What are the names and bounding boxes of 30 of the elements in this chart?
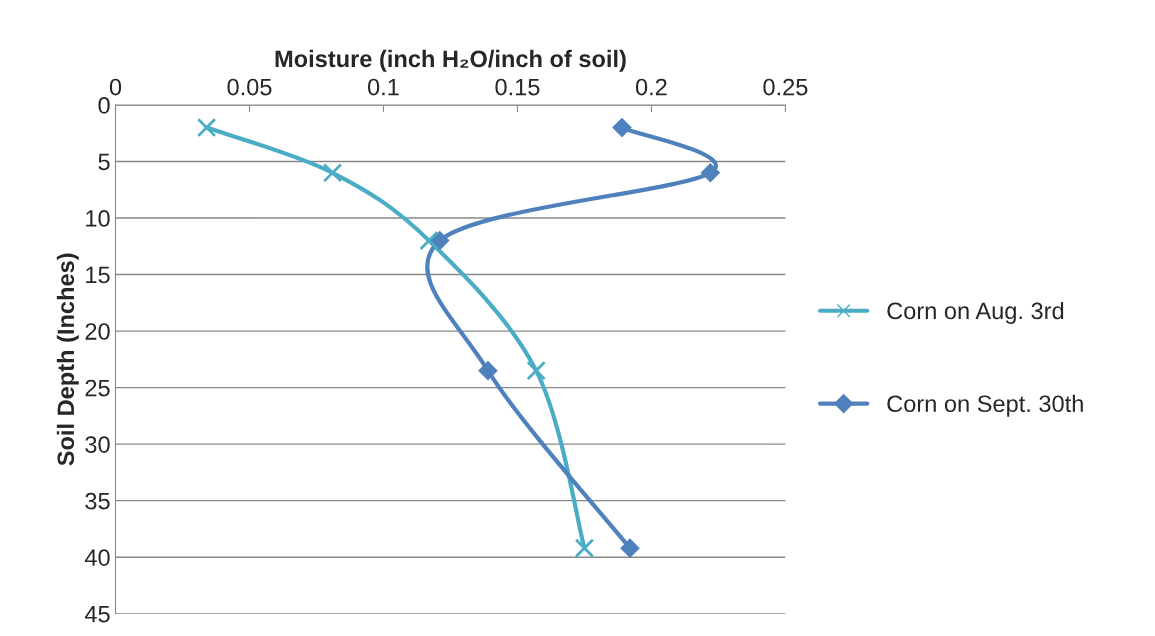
y-tick-label: 0 (98, 97, 110, 114)
x-tick-label: 0.25 (763, 78, 808, 96)
point (526, 360, 546, 381)
x-tick-label: 0.15 (495, 78, 540, 96)
point (196, 117, 217, 138)
point (620, 538, 640, 558)
legend-label: Corn on Aug. 3rd (887, 301, 1064, 324)
point (430, 231, 450, 251)
x-tick-label: 0.2 (635, 78, 667, 96)
y-tick-label: 20 (85, 323, 110, 340)
y-tick-label: 40 (84, 549, 110, 566)
point (612, 118, 632, 138)
x-axis-title: Moisture (inch H₂O/inch of soil) (275, 49, 626, 72)
legend-label: Corn on Sept. 30th (887, 394, 1083, 417)
y-tick-label: 10 (86, 210, 110, 227)
point (478, 361, 498, 381)
point (574, 538, 595, 558)
point (700, 163, 720, 183)
point (322, 163, 343, 183)
y-tick-label: 5 (98, 153, 110, 171)
y-tick-label: 45 (84, 606, 110, 623)
x-tick-label: 0 (109, 78, 122, 96)
point (419, 230, 439, 251)
y-tick-label: 35 (85, 492, 110, 510)
x-tick-label: 0.1 (367, 78, 399, 96)
y-tick-label: 30 (85, 436, 110, 453)
y-axis-title: Soil Depth (Inches) (56, 253, 79, 466)
y-tick-label: 15 (86, 266, 110, 284)
y-tick-label: 25 (85, 379, 110, 397)
x-tick-label: 0.05 (227, 78, 272, 96)
